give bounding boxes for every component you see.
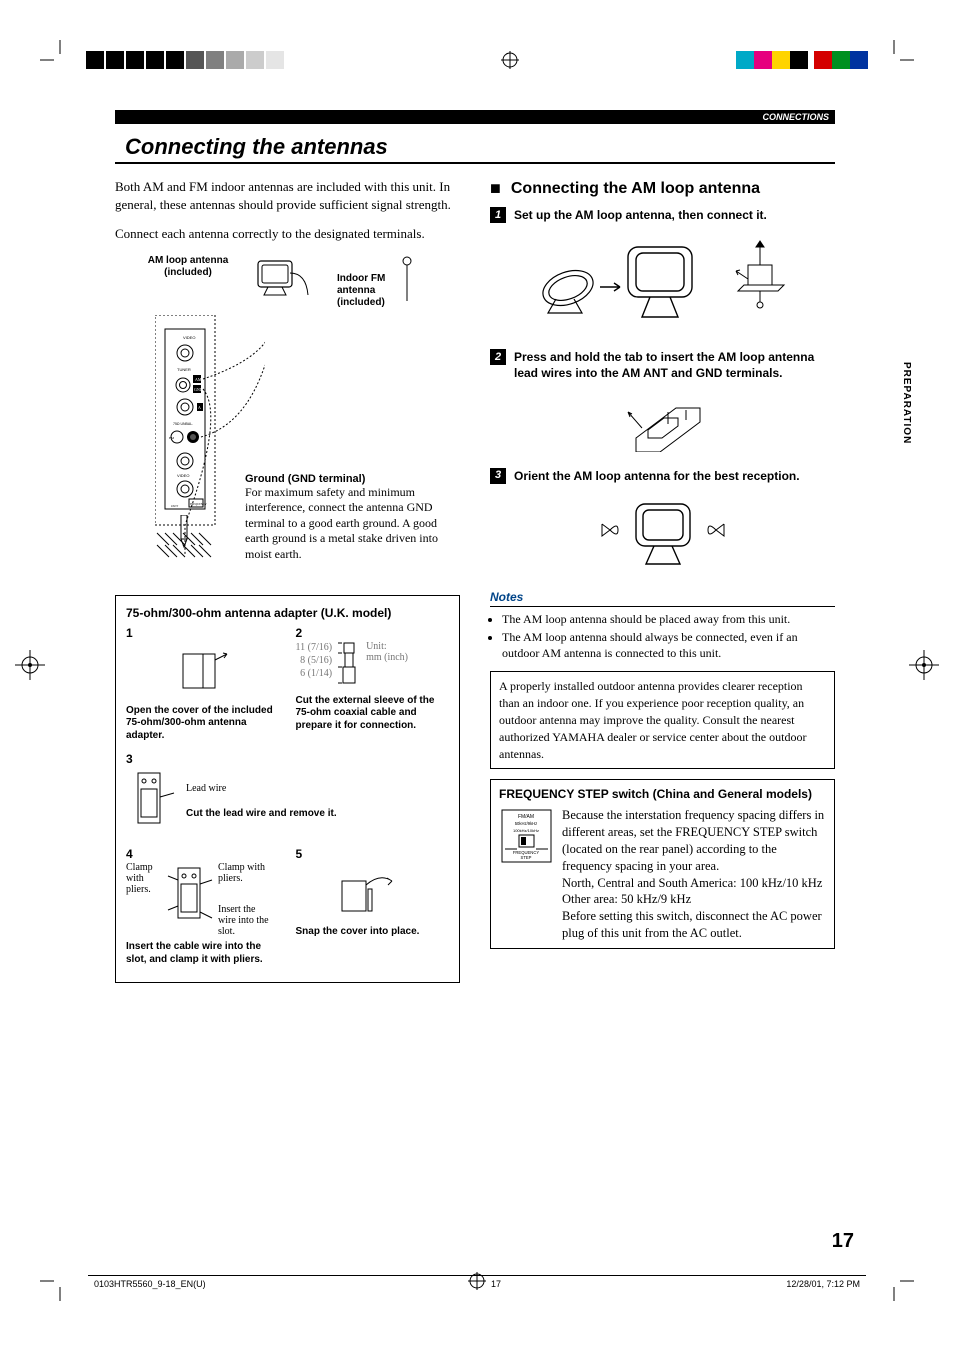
step-badge-icon: 2 <box>490 349 506 365</box>
svg-text:FM: FM <box>169 436 175 440</box>
density-squares <box>86 51 284 69</box>
sub-heading: ■ Connecting the AM loop antenna <box>490 178 835 199</box>
svg-text:75Ω UNBAL.: 75Ω UNBAL. <box>173 422 193 426</box>
freq-switch-icon: FM/AM 50kHz/9kHz 100kHz/10kHz FREQUENCY … <box>499 807 554 870</box>
content: Both AM and FM indoor antennas are inclu… <box>115 178 835 983</box>
color-squares <box>736 51 868 69</box>
svg-text:FREQUENCY: FREQUENCY <box>190 503 207 506</box>
adapter-fig-4 <box>164 862 214 932</box>
page-number: 17 <box>832 1230 854 1253</box>
step3-figure <box>490 494 835 578</box>
section-header: CONNECTIONS <box>115 110 835 124</box>
page-title: Connecting the antennas <box>115 128 835 164</box>
registration-icon <box>468 1272 486 1290</box>
frequency-step-box: FREQUENCY STEP switch (China and General… <box>490 779 835 949</box>
reg-marks-bottom <box>0 1261 954 1301</box>
svg-text:VIDEO: VIDEO <box>177 473 189 478</box>
adapter-step-3: 3 Lead wire Cut the lead wire and remove… <box>126 752 449 837</box>
step-badge-icon: 3 <box>490 468 506 484</box>
step-2: 2 Press and hold the tab to insert the A… <box>490 349 835 381</box>
right-column: ■ Connecting the AM loop antenna 1 Set u… <box>490 178 835 983</box>
adapter-step-4: 4 Clamp with pliers. Clamp with pliers. … <box>126 847 280 966</box>
notes-list: The AM loop antenna should be placed awa… <box>490 611 835 662</box>
adapter-fig-1 <box>126 641 280 701</box>
registration-icon <box>909 650 939 680</box>
note-item: The AM loop antenna should be placed awa… <box>502 611 835 627</box>
antenna-diagram: AM loop antenna (included) Indoor FM ant… <box>115 255 460 565</box>
freq-box-title: FREQUENCY STEP switch (China and General… <box>499 786 826 803</box>
svg-text:VIDEO: VIDEO <box>183 335 195 340</box>
registration-icon <box>15 650 45 680</box>
adapter-fig-3 <box>126 767 176 837</box>
step2-figure <box>490 392 835 456</box>
svg-text:FM/AM: FM/AM <box>518 814 534 820</box>
freq-text: Because the interstation frequency spaci… <box>562 807 826 942</box>
intro-p1: Both AM and FM indoor antennas are inclu… <box>115 178 460 213</box>
step-badge-icon: 1 <box>490 207 506 223</box>
adapter-step-5: 5 Snap the cover into place. <box>296 847 450 939</box>
crop-mark-icon <box>874 1261 914 1301</box>
adapter-step-2: 2 11 (7/16) 8 (5/16) 6 (1/14) Unit: mm (… <box>296 626 450 733</box>
svg-text:100kHz/10kHz: 100kHz/10kHz <box>513 828 539 833</box>
adapter-step-1: 1 Open the cover of the included 75-ohm/… <box>126 626 280 743</box>
crop-mark-icon <box>40 1261 80 1301</box>
page: CONNECTIONS Connecting the antennas PREP… <box>0 0 954 1351</box>
crop-mark-icon <box>40 40 80 80</box>
svg-text:OUT: OUT <box>171 504 179 508</box>
step-3: 3 Orient the AM loop antenna for the bes… <box>490 468 835 484</box>
intro-p2: Connect each antenna correctly to the de… <box>115 225 460 243</box>
reg-marks-top <box>0 40 954 80</box>
note-item: The AM loop antenna should always be con… <box>502 629 835 661</box>
adapter-fig-2: 11 (7/16) 8 (5/16) 6 (1/14) Unit: mm (in… <box>296 641 450 691</box>
crop-mark-icon <box>874 40 914 80</box>
svg-text:STEP: STEP <box>521 855 532 860</box>
left-column: Both AM and FM indoor antennas are inclu… <box>115 178 460 983</box>
am-loop-icon <box>250 259 310 299</box>
svg-text:A: A <box>198 405 201 410</box>
adapter-box-title: 75-ohm/300-ohm antenna adapter (U.K. mod… <box>126 606 449 620</box>
am-loop-label: AM loop antenna (included) <box>133 255 243 279</box>
step-1: 1 Set up the AM loop antenna, then conne… <box>490 207 835 223</box>
indoor-fm-label: Indoor FM antenna (included) <box>337 273 407 309</box>
svg-text:50kHz/9kHz: 50kHz/9kHz <box>515 821 538 826</box>
side-tab: PREPARATION <box>901 362 912 444</box>
adapter-fig-5 <box>296 862 450 922</box>
svg-text:AM: AM <box>195 377 202 382</box>
notes-heading: Notes <box>490 590 835 607</box>
registration-icon <box>501 51 519 69</box>
adapter-box: 75-ohm/300-ohm antenna adapter (U.K. mod… <box>115 595 460 984</box>
square-bullet-icon: ■ <box>490 178 501 199</box>
step1-figure <box>490 233 835 337</box>
ground-stake-icon <box>155 515 225 565</box>
svg-text:TUNER: TUNER <box>177 367 191 372</box>
outdoor-antenna-box: A properly installed outdoor antenna pro… <box>490 671 835 769</box>
svg-text:GND: GND <box>194 387 203 392</box>
